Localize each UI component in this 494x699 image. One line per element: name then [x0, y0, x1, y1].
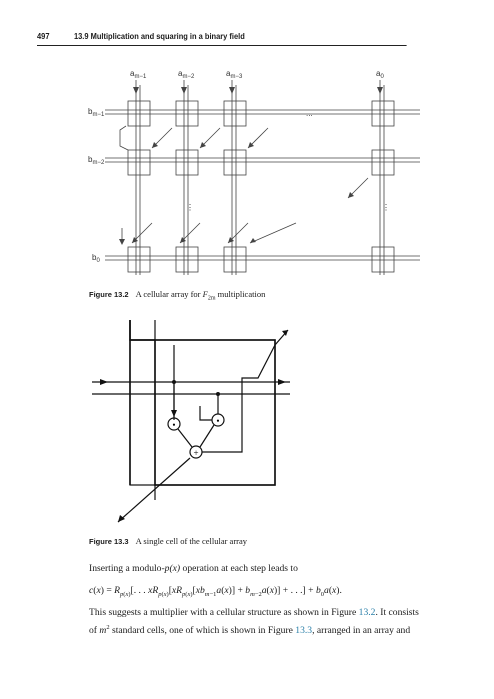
body-paragraph-1: Inserting a modulo-p(x) operation at eac… — [89, 563, 298, 574]
col-label-am2: am−2 — [178, 69, 195, 80]
ellipsis-vertical-right: ⋮ — [382, 203, 390, 212]
section-title: 13.9 Multiplication and squaring in a bi… — [73, 31, 245, 41]
figure-caption-13-2: Figure 13.2 A cellular array for F2m mult… — [89, 289, 266, 302]
row-label-bm2: bm−2 — [88, 155, 105, 166]
page-number: 497 — [37, 31, 50, 41]
running-header: 497 13.9 Multiplication and squaring in … — [37, 31, 407, 46]
row-label-bm1: bm−1 — [88, 107, 105, 118]
row-label-b0: b0 — [92, 253, 100, 264]
multiply-node-2: • — [216, 416, 219, 426]
figure-link-13-3[interactable]: 13.3 — [295, 624, 313, 636]
add-node: + — [193, 448, 198, 458]
body-paragraph-2: This suggests a multiplier with a cellul… — [89, 607, 419, 636]
ellipsis-horizontal: ... — [306, 109, 313, 118]
figure-link-13-2[interactable]: 13.2 — [358, 607, 376, 618]
col-label-a0: a0 — [376, 69, 384, 80]
col-label-am1: am−1 — [130, 69, 147, 80]
figure-caption-13-3: Figure 13.3 A single cell of the cellular… — [89, 536, 248, 546]
multiply-node-1: • — [172, 420, 175, 430]
cellular-array-diagram: am−1 am−2 am−3 a0 bm−1 bm−2 b0 ... ⋮ ⋮ — [88, 69, 420, 275]
single-cell-diagram: • • + — [92, 320, 290, 523]
equation: c(x) = Rp(x)[. . . xRp(x)[xRp(x)[xbm−1a(… — [89, 585, 342, 598]
ellipsis-vertical-left: ⋮ — [186, 203, 194, 212]
col-label-am3: am−3 — [226, 69, 243, 80]
